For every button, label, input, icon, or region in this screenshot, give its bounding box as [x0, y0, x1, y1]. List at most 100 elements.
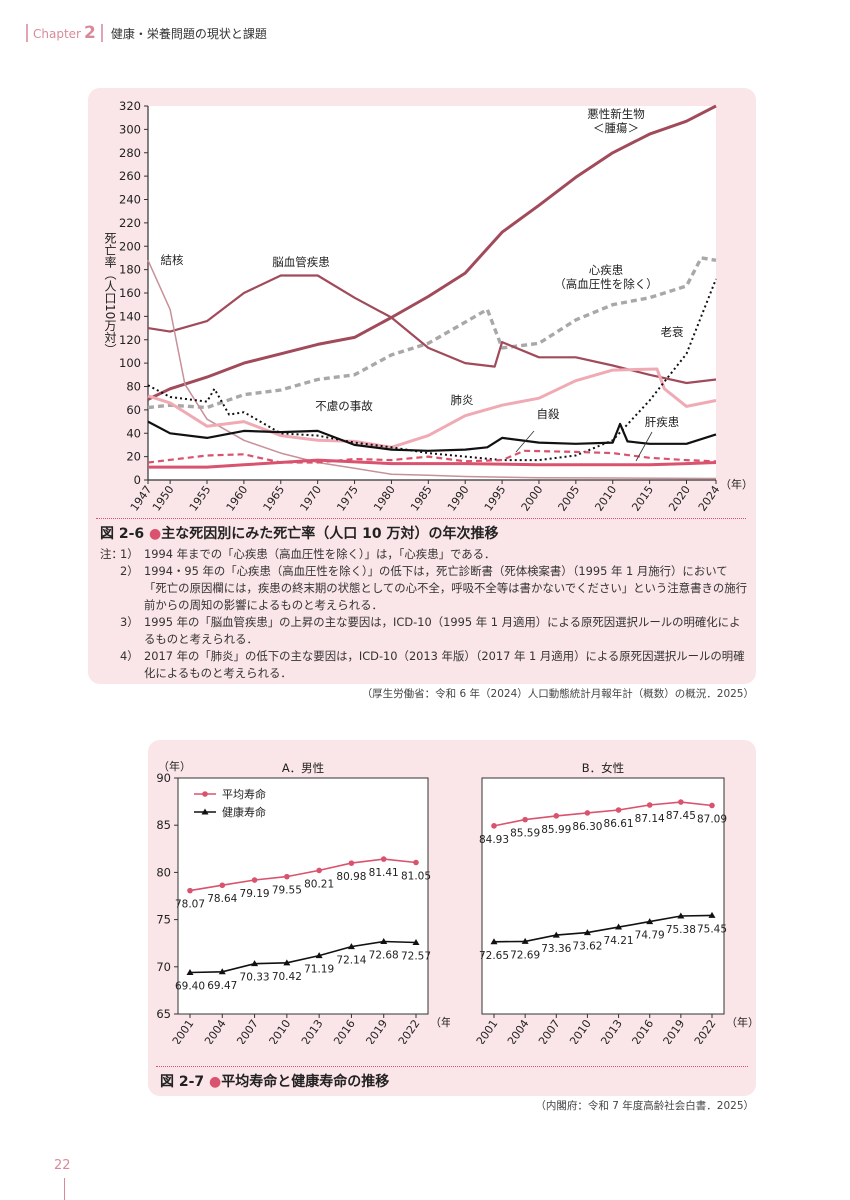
y-tick-label: 220: [119, 216, 141, 230]
data-label: 72.68: [369, 950, 399, 962]
data-label: 85.99: [541, 824, 571, 836]
x-tick-label: 2001: [170, 1017, 197, 1044]
y-tick-label: 20: [126, 450, 141, 464]
x-tick-label: 2020: [666, 483, 693, 513]
x-tick-label: 1975: [334, 483, 361, 513]
x-axis-unit: （年）: [720, 477, 753, 491]
page-number: 22: [54, 1158, 71, 1173]
x-tick-label: 2016: [331, 1017, 358, 1044]
figure-2-7-divider: [156, 1066, 748, 1067]
data-label: 70.33: [240, 972, 270, 984]
y-tick-label: 160: [119, 286, 141, 300]
data-point: [315, 952, 323, 959]
data-point: [284, 873, 290, 880]
data-point: [583, 929, 591, 936]
data-point: [380, 938, 388, 945]
data-point: [552, 931, 560, 938]
y-tick-label: 80: [156, 865, 171, 879]
data-point: [522, 816, 528, 823]
data-point: [380, 856, 387, 862]
legend-marker: [201, 808, 209, 815]
mortality-chart: 0 20 40 60 80 100 120 140 160 180 200 220 240 260 280 3…: [103, 99, 753, 514]
x-tick-label: 1980: [371, 483, 398, 513]
data-label: 73.62: [572, 941, 602, 953]
caption-bullet-icon: ●: [149, 526, 162, 542]
chapter-number: 2: [83, 23, 96, 43]
x-tick-label: 1960: [224, 483, 251, 513]
data-point: [251, 877, 258, 883]
data-point: [521, 937, 529, 944]
data-label: 75.45: [697, 923, 727, 935]
data-point: [646, 918, 654, 925]
y-tick-label: 320: [119, 99, 141, 113]
legend-label: 健康寿命: [222, 805, 266, 819]
x-tick-label: 2015: [629, 483, 656, 513]
y-axis-label: 死亡率（人口10万対）: [103, 232, 117, 355]
x-tick-label: 2013: [598, 1017, 625, 1044]
data-point: [412, 939, 420, 946]
data-point: [219, 882, 226, 889]
data-label: 72.14: [336, 955, 366, 967]
label-leader: [515, 430, 535, 453]
series-line: [493, 914, 713, 943]
y-tick-label: 100: [119, 356, 141, 370]
note-number: 1）: [120, 547, 139, 561]
y-tick-label: 60: [126, 403, 141, 417]
chart-title: A．男性: [282, 761, 324, 775]
data-point: [615, 923, 623, 930]
data-label: 87.45: [666, 810, 696, 822]
y-tick-label: 200: [119, 239, 141, 253]
series-line: [147, 274, 717, 385]
y-tick-label: 240: [119, 193, 141, 207]
series-label: ＜腫瘍＞: [593, 121, 639, 135]
data-point: [553, 813, 560, 819]
figure-2-7-source: （内閣府：令和 7 年度高齢社会白書．2025）: [535, 1100, 754, 1112]
x-tick-label: 1990: [445, 483, 472, 513]
note-item: 4） 2017 年の「肺炎」の低下の主な要因は，ICD-10（2013 年版）（…: [100, 648, 748, 682]
note-text: 1994・95 年の「心疾患（高血圧性を除く）」の低下は，死亡診断書（死体検案書…: [144, 564, 748, 612]
data-label: 79.55: [272, 885, 302, 897]
x-axis-unit: （年）: [726, 1015, 754, 1029]
data-label: 86.61: [604, 818, 634, 830]
figure-2-6-notes: 注： 1） 1994 年までの「心疾患（高血圧性を除く）」は，「心疾患」である．…: [100, 546, 748, 682]
y-tick-label: 40: [126, 426, 141, 440]
data-label: 72.57: [401, 951, 431, 963]
data-label: 69.40: [175, 980, 205, 992]
series-label: 悪性新生物: [587, 107, 645, 121]
series-label: 脳血管疾患: [272, 255, 330, 269]
caption-bullet-icon: ●: [209, 1074, 222, 1090]
y-tick-label: 140: [119, 309, 141, 323]
x-tick-label: 2010: [567, 1017, 594, 1044]
data-label: 73.36: [541, 943, 571, 955]
data-point: [347, 943, 355, 950]
data-point: [490, 938, 498, 945]
data-point: [491, 823, 497, 829]
x-tick-label: 2019: [363, 1017, 390, 1044]
note-item: 3） 1995 年の「脳血管疾患」の上昇の主な要因は，ICD-10（1995 年…: [100, 614, 748, 648]
data-point: [283, 959, 291, 966]
y-tick-label: 85: [156, 818, 171, 832]
data-label: 72.65: [479, 950, 509, 962]
x-tick-label: 2022: [692, 1017, 719, 1044]
data-label: 72.69: [510, 949, 540, 961]
data-label: 70.42: [272, 971, 302, 983]
chart-title: B．女性: [582, 761, 624, 775]
note-item: 注： 1） 1994 年までの「心疾患（高血圧性を除く）」は，「心疾患」である．: [100, 546, 748, 563]
data-point: [615, 807, 622, 813]
data-point: [413, 859, 419, 866]
x-tick-label: 1995: [482, 483, 509, 513]
data-point: [709, 802, 715, 809]
series-line: [147, 449, 717, 464]
x-tick-label: 1985: [408, 483, 435, 513]
series-line: [493, 801, 713, 827]
data-point: [677, 912, 685, 919]
y-tick-label: 90: [156, 771, 171, 785]
data-label: 86.30: [572, 821, 602, 833]
y-tick-label: 260: [119, 169, 141, 183]
chapter-badge: Chapter 2: [26, 24, 103, 42]
data-label: 87.09: [697, 813, 727, 825]
series-line: [147, 104, 717, 401]
x-tick-label: 1955: [187, 483, 214, 513]
page-number-rule: [64, 1178, 65, 1200]
